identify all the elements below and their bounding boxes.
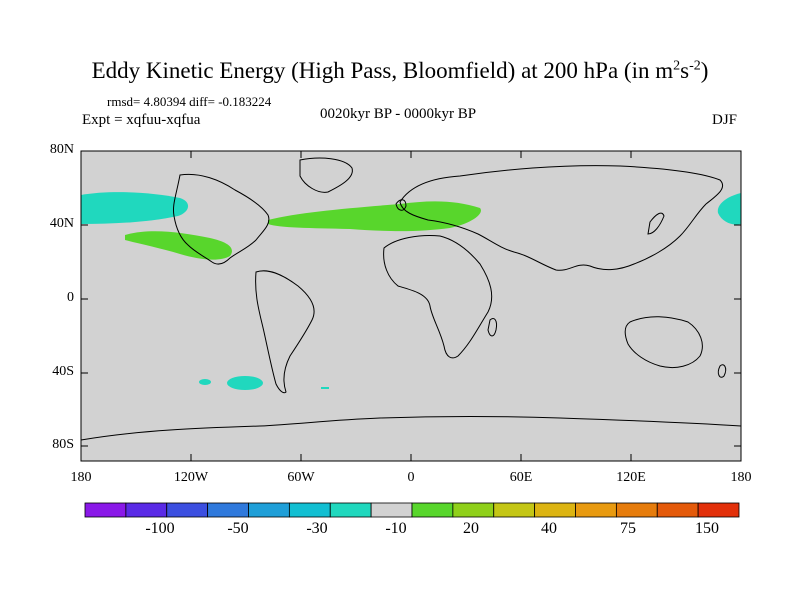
lat-ticks — [81, 150, 741, 447]
colorbar-label-neg50: -50 — [227, 520, 249, 537]
lat-label-80s: 80S — [52, 437, 74, 452]
colorbar-label-neg30: -30 — [306, 520, 328, 537]
lat-label-0: 0 — [67, 290, 74, 305]
anomaly-north-atlantic — [268, 201, 481, 232]
coast-greenland — [299, 157, 353, 193]
coast-australia — [624, 316, 703, 369]
anomaly-south-pacific-small — [199, 379, 211, 385]
period-label: 0020kyr BP - 0000kyr BP — [320, 106, 477, 122]
colorbar-box-14 — [656, 502, 699, 518]
colorbar-box-3 — [207, 502, 249, 518]
colorbar-box-7 — [370, 502, 413, 518]
colorbar-box-15 — [697, 502, 740, 518]
colorbar-box-12 — [575, 502, 617, 518]
colorbar-label-neg100: -100 — [145, 520, 175, 537]
lat-label-40s: 40S — [52, 364, 74, 379]
colorbar-box-6 — [329, 502, 372, 518]
coast-madagascar — [487, 317, 497, 337]
coast-antarctica — [80, 416, 742, 441]
colorbar-box-1 — [125, 502, 168, 518]
colorbar-box-5 — [288, 502, 331, 518]
lon-label-120e: 120E — [616, 470, 646, 485]
lon-label-0: 0 — [407, 470, 415, 485]
colorbar-box-11 — [534, 502, 576, 518]
colorbar-label-75: 75 — [620, 520, 636, 537]
coast-south-america — [255, 270, 315, 394]
lon-label-60w: 60W — [287, 470, 315, 485]
lon-ticks — [190, 151, 632, 461]
colorbar-box-13 — [615, 502, 658, 518]
anomaly-north-pacific-east — [125, 231, 232, 260]
map-background — [81, 151, 741, 461]
anomaly-far-east-pacific — [717, 193, 741, 225]
anomaly-south-pacific — [227, 376, 263, 390]
season-label: DJF — [712, 112, 738, 128]
coast-eurasia — [399, 165, 724, 271]
colorbar-box-8 — [411, 502, 454, 518]
coast-north-america — [173, 173, 270, 265]
lon-label-180e: 180 — [730, 470, 752, 485]
lon-label-180w: 180 — [70, 470, 92, 485]
colorbar-box-0 — [84, 502, 127, 518]
positive-anomaly-regions — [125, 201, 481, 260]
coast-japan — [647, 212, 665, 235]
rmsd-diff-label: rmsd= 4.80394 diff= -0.183224 — [107, 94, 272, 109]
colorbar-label-neg10: -10 — [385, 520, 407, 537]
colorbar-box-4 — [248, 502, 290, 518]
colorbar — [84, 502, 740, 518]
lat-label-80n: 80N — [49, 142, 74, 157]
colorbar-label-150: 150 — [695, 520, 719, 537]
anomaly-south-atlantic-sliver — [321, 387, 329, 389]
coastlines — [80, 157, 742, 441]
anomaly-north-pacific-west — [81, 192, 189, 224]
coast-africa — [383, 235, 493, 359]
colorbar-box-2 — [166, 502, 209, 518]
experiment-label: Expt = xqfuu-xqfua — [82, 112, 201, 128]
colorbar-box-10 — [493, 502, 536, 518]
colorbar-label-40: 40 — [541, 520, 557, 537]
colorbar-box-9 — [452, 502, 495, 518]
chart-title: Eddy Kinetic Energy (High Pass, Bloomfie… — [91, 58, 709, 83]
coast-uk — [395, 199, 407, 211]
lat-label-40n: 40N — [49, 216, 74, 231]
lon-label-120w: 120W — [173, 470, 209, 485]
negative-anomaly-regions — [81, 192, 741, 390]
coast-new-zealand — [717, 364, 727, 378]
lon-label-60e: 60E — [509, 470, 533, 485]
colorbar-label-20: 20 — [463, 520, 479, 537]
